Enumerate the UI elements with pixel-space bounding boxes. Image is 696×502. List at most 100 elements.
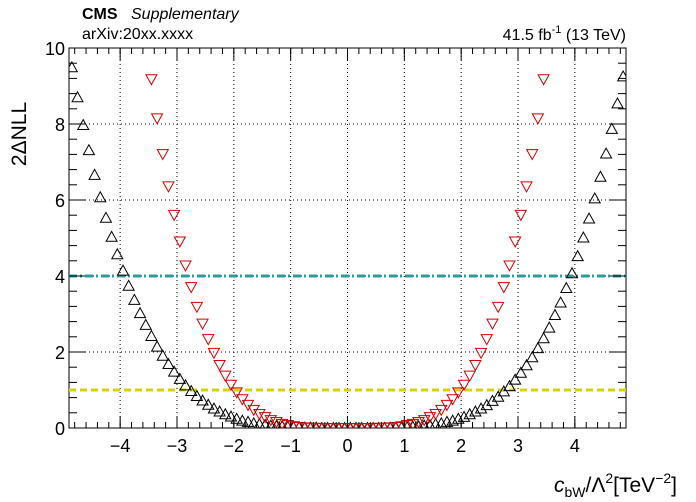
- series-0-marker: [105, 230, 118, 242]
- series-1-marker: [480, 334, 494, 346]
- series-0-marker: [514, 366, 528, 378]
- series-0-marker: [531, 341, 545, 354]
- series-1-marker: [514, 209, 528, 222]
- series-0-marker: [616, 69, 626, 82]
- y-tick-label: 10: [45, 39, 65, 59]
- x-title-sub: bW: [564, 484, 586, 500]
- x-title-c: c: [554, 474, 565, 497]
- series-0-marker: [82, 143, 96, 156]
- series-0-marker: [69, 60, 79, 73]
- series-0-marker: [179, 378, 192, 391]
- series-0-marker: [150, 340, 164, 352]
- axis-ticks: [69, 47, 626, 429]
- lumi-value: 41.5 fb: [503, 27, 552, 44]
- series-1-marker: [440, 399, 454, 412]
- series-1-marker: [525, 149, 539, 161]
- series-0-marker: [93, 190, 107, 203]
- series-0-marker: [486, 394, 499, 406]
- series-1-marker: [224, 379, 238, 392]
- series-1-marker: [491, 301, 505, 314]
- series-0-marker: [559, 281, 573, 294]
- cms-label: CMS: [82, 6, 118, 23]
- y-tick-label: 4: [55, 267, 65, 287]
- series-0-marker: [71, 90, 84, 103]
- series-1-marker: [537, 74, 550, 86]
- series-0-marker: [145, 329, 158, 341]
- series-1-marker: [145, 74, 158, 86]
- series-1-marker: [457, 379, 471, 392]
- series-1-marker: [508, 236, 522, 248]
- series-0-marker: [190, 389, 204, 401]
- series-0-marker: [599, 147, 613, 159]
- series-0-marker: [565, 266, 579, 279]
- series-0-marker: [201, 398, 215, 410]
- lumi-exponent: -1: [552, 24, 562, 36]
- series-1-marker: [150, 113, 164, 125]
- x-tick-label: 1: [399, 436, 409, 456]
- series-1-marker: [258, 412, 272, 424]
- y-tick-label: 8: [55, 115, 65, 135]
- series-1-marker: [218, 370, 232, 383]
- tick-labels: −4 −3 −2 −1 0 1 2 3 4 0 2 4 6 8 10: [45, 39, 580, 456]
- series-0-marker: [128, 293, 141, 305]
- series-0-marker: [463, 407, 477, 420]
- series-0-marker: [236, 414, 249, 426]
- y-tick-label: 6: [55, 191, 65, 211]
- series-1-marker: [179, 260, 192, 272]
- series-1-marker: [446, 394, 459, 406]
- x-title-sq: 2: [605, 470, 613, 486]
- supplementary-label: Supplementary: [131, 6, 240, 23]
- series-0-marker: [99, 211, 113, 223]
- series-1-marker: [469, 360, 482, 372]
- series-1-marker: [213, 360, 226, 372]
- series-1-marker: [162, 181, 175, 193]
- y-tick-label: 2: [55, 343, 65, 363]
- data-markers: [69, 60, 626, 428]
- series-0-marker: [571, 249, 585, 262]
- series-0-marker: [241, 415, 255, 427]
- series-0-marker: [503, 379, 516, 392]
- series-1-marker: [451, 387, 465, 399]
- x-title-unit: [TeV: [613, 474, 655, 497]
- series-1-marker: [190, 301, 204, 314]
- series-0-marker: [542, 321, 556, 333]
- series-0-marker: [173, 372, 187, 384]
- series-0-marker: [167, 365, 181, 377]
- series-1-marker: [236, 394, 249, 406]
- series-0-marker: [480, 398, 494, 411]
- series-0-marker: [88, 168, 101, 180]
- x-title-unit-exp: −2: [655, 470, 671, 486]
- series-0-marker: [520, 358, 533, 371]
- series-0-marker: [156, 349, 170, 361]
- x-tick-label: 0: [342, 436, 352, 456]
- series-1-marker: [423, 412, 437, 424]
- series-0-marker: [213, 405, 226, 417]
- x-tick-label: −1: [280, 436, 301, 456]
- series-1-marker: [463, 370, 477, 383]
- series-0-marker: [196, 394, 209, 406]
- y-axis-title: 2ΔNLL: [8, 102, 31, 166]
- series-0-marker: [611, 96, 624, 109]
- series-1-marker: [247, 404, 261, 417]
- series-1-marker: [531, 113, 545, 125]
- luminosity-label: 41.5 fb-1 (13 TeV): [503, 24, 626, 44]
- series-1-marker: [474, 347, 488, 360]
- series-1-marker: [167, 209, 181, 222]
- series-0-marker: [474, 402, 488, 414]
- series-1-marker: [417, 415, 431, 427]
- series-1-marker: [497, 282, 511, 294]
- series-1-marker: [207, 347, 221, 360]
- series-0-marker: [76, 118, 90, 131]
- x-tick-label: −4: [110, 436, 131, 456]
- x-tick-label: −2: [224, 436, 245, 456]
- series-0-marker: [184, 384, 198, 397]
- series-0-marker: [577, 231, 590, 243]
- x-title-close: ]: [671, 474, 677, 497]
- series-0-marker: [508, 373, 522, 385]
- series-1-marker: [230, 387, 244, 399]
- series-1-marker: [201, 334, 215, 346]
- arxiv-label: arXiv:20xx.xxxx: [82, 26, 193, 43]
- series-0-marker: [594, 170, 607, 182]
- series-0-marker: [122, 279, 136, 291]
